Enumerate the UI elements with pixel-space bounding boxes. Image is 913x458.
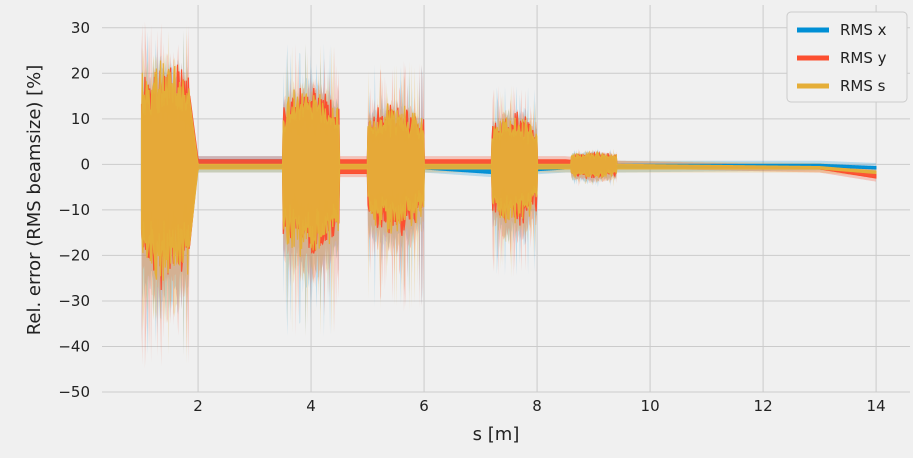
legend: RMS x RMS y RMS s xyxy=(786,11,908,103)
x-tick-label: 10 xyxy=(641,397,660,415)
y-tick-label: 30 xyxy=(71,19,90,37)
y-tick-label: −40 xyxy=(58,337,90,355)
y-tick-label: 0 xyxy=(80,155,90,173)
y-axis-label: Rel. error (RMS beamsize) [%] xyxy=(24,65,45,336)
x-tick-label: 6 xyxy=(419,397,429,415)
x-axis-label: s [m] xyxy=(473,424,520,445)
y-tick-label: −50 xyxy=(58,383,90,401)
tick-labels: 2 4 6 8 10 12 14 −50 −40 −30 −20 −10 0 10 20 30 xyxy=(58,19,885,415)
x-tick-label: 4 xyxy=(306,397,316,415)
legend-label-2: RMS s xyxy=(840,77,886,95)
series-lines xyxy=(140,60,877,291)
series-2-fill xyxy=(140,60,877,281)
x-tick-label: 12 xyxy=(754,397,773,415)
y-tick-label: 20 xyxy=(71,64,90,82)
x-tick-label: 2 xyxy=(193,397,203,415)
y-tick-label: 10 xyxy=(71,110,90,128)
legend-label-0: RMS x xyxy=(840,21,887,39)
x-tick-label: 14 xyxy=(867,397,886,415)
y-tick-label: −30 xyxy=(58,292,90,310)
legend-label-1: RMS y xyxy=(840,49,887,67)
y-tick-label: −10 xyxy=(58,201,90,219)
x-tick-label: 8 xyxy=(532,397,542,415)
y-tick-label: −20 xyxy=(58,246,90,264)
legend-frame xyxy=(786,11,908,103)
